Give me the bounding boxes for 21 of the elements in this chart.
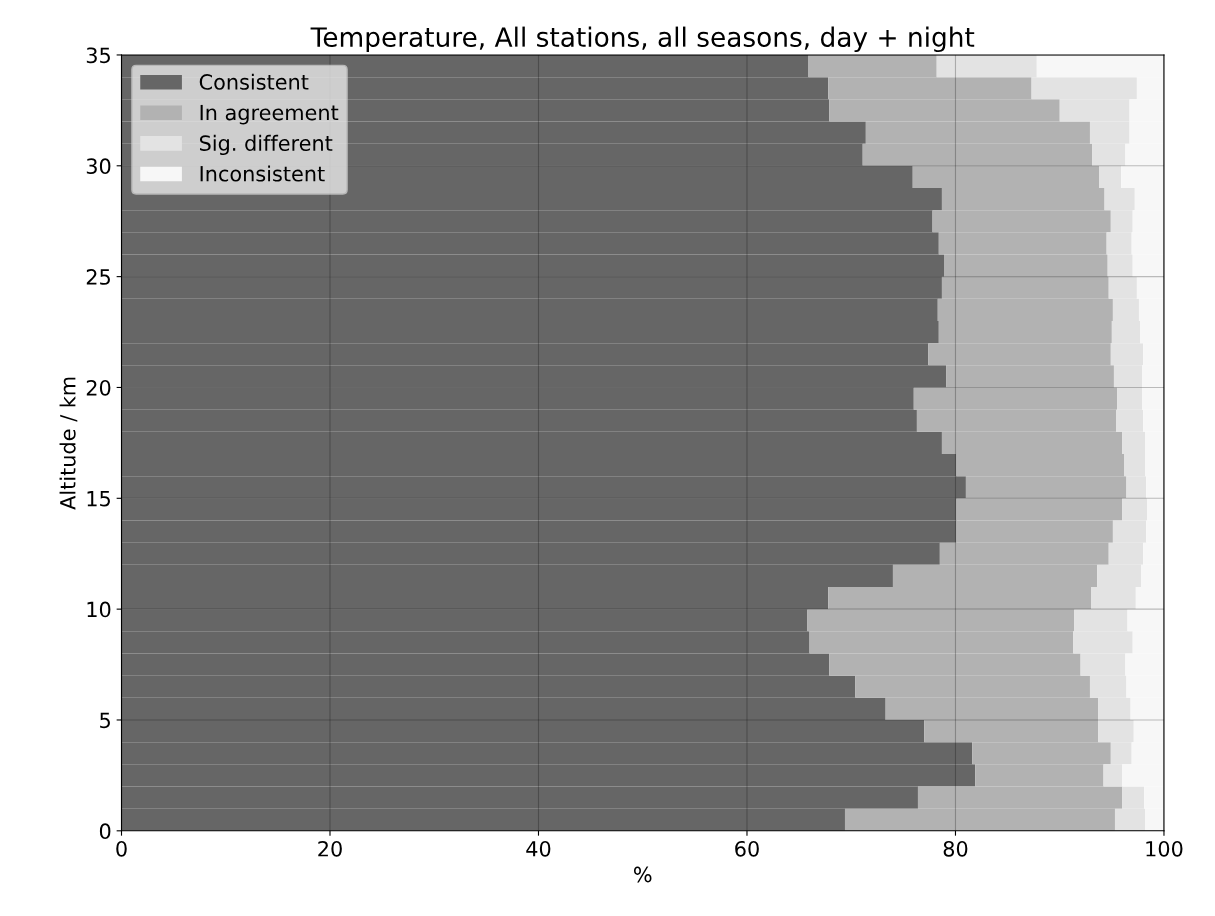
x-tick-label: 60 (735, 840, 759, 857)
x-axis-title: % (633, 866, 652, 883)
y-tick-label: 0 (99, 823, 111, 840)
y-tick-label: 15 (87, 491, 110, 507)
y-tick-label: 35 (86, 47, 110, 64)
y-tick-label: 10 (87, 601, 111, 618)
x-tick-label: 0 (116, 840, 127, 857)
x-tick-label: 40 (526, 840, 551, 857)
y-tick-label: 30 (86, 158, 111, 175)
x-tick-label: 20 (318, 840, 342, 857)
y-tick-label: 25 (86, 269, 110, 285)
legend-label: Consistent (199, 73, 309, 90)
x-tick-label: 80 (943, 840, 968, 857)
y-tick-label: 20 (86, 379, 111, 396)
x-tick-label: 100 (1146, 840, 1183, 857)
chart-title: Temperature, All stations, all seasons, day + night (310, 26, 975, 53)
y-tick-label: 5 (100, 712, 110, 729)
legend-label: Inconsistent (200, 165, 325, 182)
legend-label: Sig. different (199, 134, 333, 156)
legend-label: In agreement (200, 104, 339, 125)
y-axis-title: Altitude / km (59, 377, 78, 510)
